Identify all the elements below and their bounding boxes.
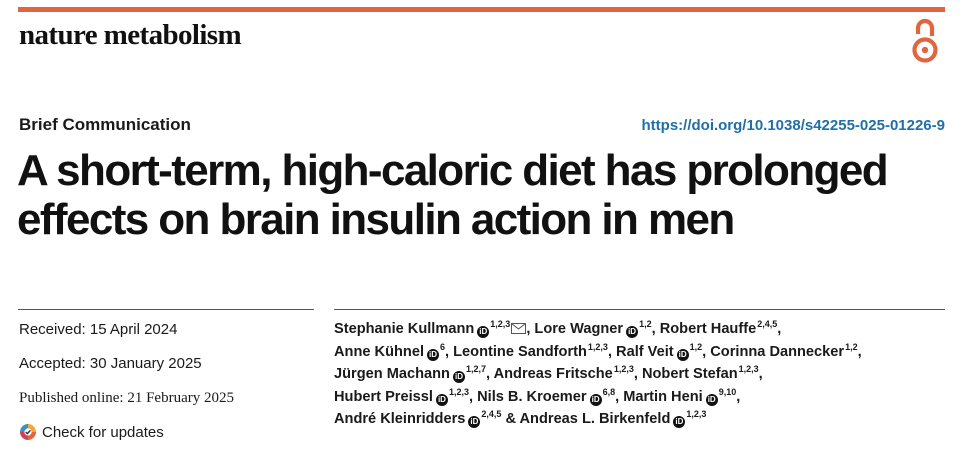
journal-accent-bar (18, 7, 945, 12)
check-for-updates-label: Check for updates (42, 423, 164, 441)
affiliation-marker: 1,2 (689, 341, 703, 352)
author-name[interactable]: André Kleinridders (334, 411, 466, 428)
affiliation-marker: 1,2,3 (738, 364, 759, 375)
affiliation-marker: 2,4,5 (757, 319, 778, 329)
orcid-icon[interactable]: iD (673, 416, 686, 429)
orcid-icon[interactable]: iD (676, 348, 689, 361)
article-dates: Received: 15 April 2024 Accepted: 30 Jan… (19, 319, 234, 443)
affiliation-marker: 1,2,3 (613, 364, 634, 375)
open-access-icon (912, 18, 938, 63)
email-icon[interactable] (511, 323, 527, 334)
author-name[interactable]: Leontine Sandforth (453, 343, 587, 360)
published-date: Published online: 21 February 2025 (19, 390, 234, 406)
affiliation-marker: 1,2,3 (587, 341, 608, 352)
author-name[interactable]: Lore Wagner (534, 321, 624, 337)
affiliation-marker: 6,8 (602, 386, 616, 397)
check-for-updates-icon (20, 424, 36, 440)
orcid-icon[interactable]: iD (705, 393, 718, 406)
author-name[interactable]: Andreas L. Birkenfeld (519, 411, 671, 428)
author-name[interactable]: Jürgen Machann (334, 366, 450, 383)
check-for-updates[interactable]: Check for updates (19, 421, 234, 443)
author-name[interactable]: Robert Hauffe (659, 321, 757, 337)
orcid-icon[interactable]: iD (452, 371, 465, 384)
author-name[interactable]: Corinna Dannecker (710, 343, 845, 360)
orcid-icon[interactable]: iD (626, 326, 639, 338)
affiliation-marker: 1,2,3 (448, 386, 469, 397)
affiliation-marker: 1,2 (639, 319, 652, 329)
author-name[interactable]: Ralf Veit (616, 343, 674, 360)
received-date: Received: 15 April 2024 (19, 321, 178, 338)
affiliation-marker: 1,2,7 (465, 364, 486, 375)
accepted-date: Accepted: 30 January 2025 (19, 355, 202, 372)
divider-left (18, 309, 314, 310)
affiliation-marker: 1,2,3 (490, 319, 511, 329)
affiliation-marker: 1,2 (845, 341, 858, 352)
author-name[interactable]: Martin Heni (623, 388, 703, 405)
divider-right (334, 309, 945, 310)
author-name[interactable]: Hubert Preissl (334, 388, 433, 405)
affiliation-marker: 1,2,3 (686, 409, 707, 420)
orcid-icon[interactable]: iD (589, 393, 602, 406)
affiliation-marker: 6 (440, 341, 446, 352)
affiliation-marker: 9,10 (718, 386, 737, 397)
author-name[interactable]: Andreas Fritsche (493, 366, 613, 383)
author-name[interactable]: Nobert Stefan (641, 366, 738, 383)
orcid-icon[interactable]: iD (468, 416, 481, 429)
doi-link[interactable]: https://doi.org/10.1038/s42255-025-01226… (641, 117, 946, 134)
orcid-icon[interactable]: iD (435, 393, 448, 406)
author-list: Stephanie Kullmann iD1,2,3, Lore Wagner iD… (334, 319, 862, 429)
journal-name[interactable]: nature metabolism (19, 19, 242, 51)
author-name[interactable]: Stephanie Kullmann (334, 321, 475, 337)
author-name[interactable]: Nils B. Kroemer (477, 388, 587, 405)
orcid-icon[interactable]: iD (477, 326, 490, 338)
article-title: A short-term, high-caloric diet has prol… (17, 146, 889, 244)
article-type: Brief Communication (19, 115, 191, 134)
orcid-icon[interactable]: iD (427, 348, 439, 361)
author-name[interactable]: Anne Kühnel (334, 343, 424, 360)
affiliation-marker: 2,4,5 (481, 409, 502, 420)
